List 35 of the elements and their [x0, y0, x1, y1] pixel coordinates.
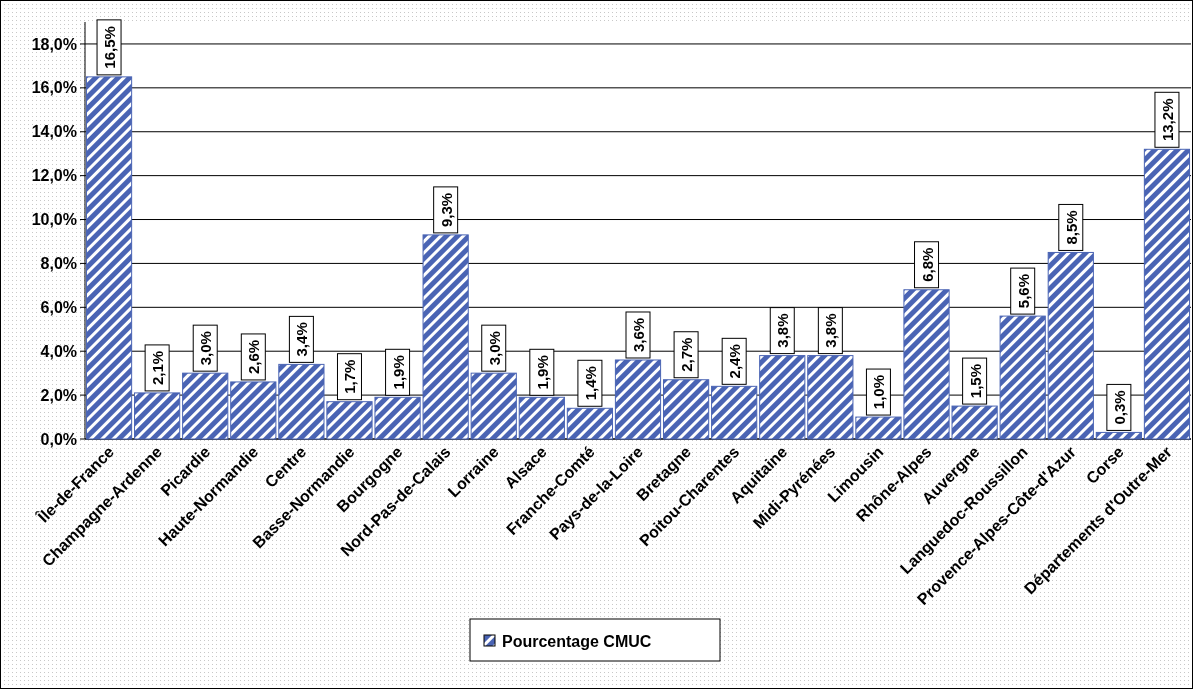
data-label: 3,6% [630, 317, 647, 353]
data-label: 1,9% [389, 355, 407, 390]
data-label: 1,0% [870, 374, 888, 410]
data-label: 8,5% [1062, 210, 1080, 245]
data-label: 3,8% [822, 313, 840, 348]
data-label: 3,0% [485, 331, 503, 366]
data-label: 1,5% [966, 363, 984, 399]
y-tick-label: 6,0% [40, 298, 77, 316]
data-label: 2,4% [726, 344, 744, 379]
y-tick-label: 10,0% [31, 211, 77, 229]
y-tick-label: 2,0% [40, 386, 77, 404]
data-label: 13,2% [1158, 98, 1176, 142]
data-label: 5,6% [1014, 273, 1032, 309]
y-tick-label: 16,0% [31, 79, 77, 97]
data-label: 9,3% [437, 192, 455, 227]
y-tick-label: 14,0% [31, 123, 77, 141]
y-tick-label: 18,0% [31, 35, 77, 53]
data-label: 2,7% [678, 337, 696, 372]
data-label: 3,0% [197, 331, 215, 366]
data-label: 6,8% [918, 247, 936, 282]
bar [1095, 431, 1142, 440]
data-label: 1,9% [533, 355, 551, 390]
data-label: 1,4% [581, 366, 599, 401]
y-tick-label: 12,0% [31, 167, 77, 185]
y-tick-label: 0,0% [40, 430, 77, 448]
data-label: 1,7% [341, 359, 359, 394]
data-label: 3,4% [293, 322, 311, 357]
data-label: 2,1% [149, 350, 167, 386]
data-label: 3,8% [774, 313, 792, 348]
data-label: 0,3% [1110, 390, 1128, 425]
legend-label: Pourcentage CMUC [502, 632, 652, 650]
data-label: 2,6% [245, 339, 263, 375]
data-label: 16,5% [101, 26, 119, 69]
y-tick-label: 8,0% [40, 255, 77, 273]
y-tick-label: 4,0% [40, 342, 77, 360]
